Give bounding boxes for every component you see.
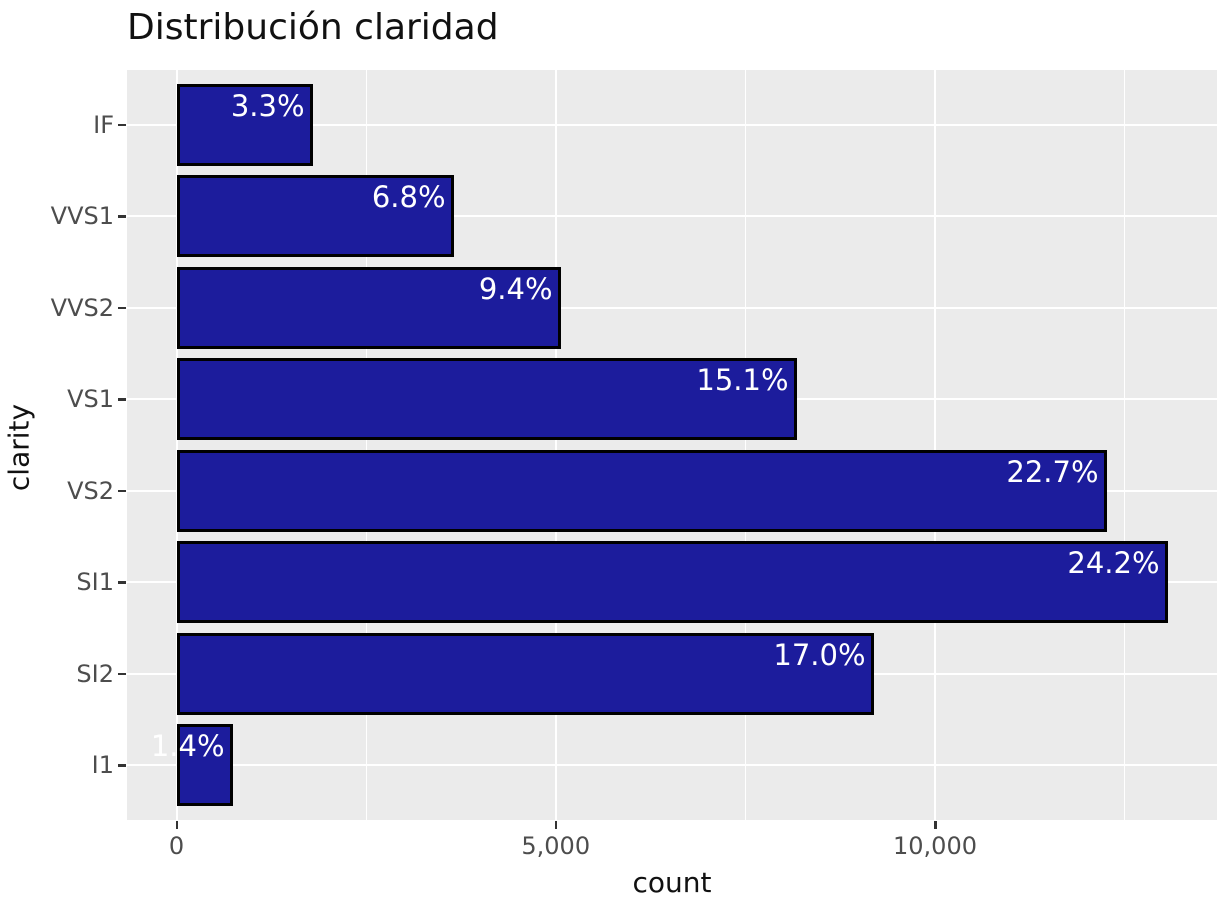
y-major-gridline — [127, 215, 1217, 218]
chart-title: Distribución claridad — [127, 7, 499, 48]
x-minor-gridline — [365, 70, 367, 820]
bar-vs1 — [177, 358, 797, 440]
bar-label-if: 3.3% — [230, 89, 305, 123]
x-major-gridline — [554, 70, 557, 820]
x-tick-mark — [934, 821, 937, 829]
bar-label-i1: 1.4% — [150, 729, 225, 763]
y-tick-mark — [118, 306, 126, 310]
x-tick-label: 5,000 — [521, 832, 591, 860]
bar-label-vvs1: 6.8% — [371, 180, 446, 214]
bar-si2 — [177, 633, 874, 715]
x-axis-title: count — [632, 866, 712, 899]
y-tick-mark — [118, 398, 126, 401]
y-tick-label-vvs1: VVS1 — [50, 202, 114, 231]
y-major-gridline — [127, 764, 1217, 767]
x-minor-gridline — [1124, 70, 1126, 820]
y-tick-label-if: IF — [93, 110, 114, 139]
bar-label-si1: 24.2% — [1067, 546, 1160, 580]
y-tick-mark — [118, 215, 126, 218]
x-tick-mark — [554, 821, 558, 829]
x-tick-label: 10,000 — [893, 832, 977, 860]
x-tick-mark — [175, 821, 179, 829]
bar-label-vs2: 22.7% — [1006, 455, 1099, 489]
y-major-gridline — [127, 306, 1217, 309]
x-tick-label: 0 — [168, 832, 185, 860]
x-minor-gridline — [744, 70, 746, 820]
bar-label-vvs2: 9.4% — [478, 272, 553, 306]
y-tick-label-i1: I1 — [91, 751, 114, 780]
y-tick-label-vs2: VS2 — [67, 476, 114, 505]
y-tick-mark — [118, 581, 126, 584]
bar-vvs1 — [177, 175, 454, 257]
y-tick-label-si1: SI1 — [76, 568, 114, 597]
y-major-gridline — [127, 123, 1217, 126]
y-axis-title: clarity — [2, 403, 36, 492]
x-major-gridline — [934, 70, 936, 820]
bar-si1 — [177, 541, 1168, 623]
y-tick-mark — [118, 764, 126, 767]
y-tick-mark — [118, 489, 126, 493]
bar-if — [177, 84, 313, 166]
bar-label-vs1: 15.1% — [696, 363, 789, 397]
y-tick-mark — [118, 672, 126, 676]
bar-vvs2 — [177, 267, 561, 349]
y-tick-label-si2: SI2 — [76, 659, 114, 688]
y-tick-mark — [118, 123, 126, 127]
bar-vs2 — [177, 450, 1107, 532]
y-tick-label-vs1: VS1 — [67, 385, 114, 414]
plot-panel: 3.3% 6.8% 9.4% 15.1% 22.7% 24.2% 17.0% 1.4% — [127, 70, 1217, 820]
x-major-gridline — [175, 70, 178, 820]
bar-label-si2: 17.0% — [773, 638, 866, 672]
y-tick-label-vvs2: VVS2 — [50, 293, 114, 322]
bar-i1 — [177, 724, 233, 806]
